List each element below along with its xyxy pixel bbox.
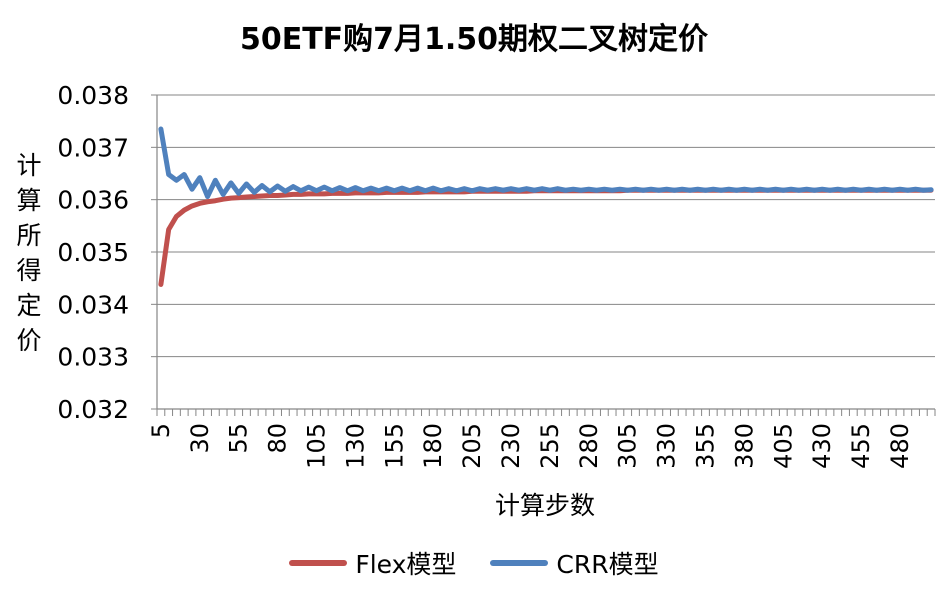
y-axis-title: 计算所得定价 (16, 151, 42, 355)
y-tick-label: 0.035 (57, 238, 129, 267)
x-tick-label: 355 (691, 423, 719, 469)
x-tick-label: 380 (730, 423, 758, 469)
y-tick-label: 0.034 (57, 290, 129, 319)
x-tick-label: 5 (147, 423, 175, 438)
x-tick-label: 430 (808, 423, 836, 469)
x-tick-label: 205 (458, 423, 486, 469)
x-axis-title: 计算步数 (494, 491, 595, 520)
legend-item-flex: Flex模型 (289, 545, 456, 581)
x-tick-label: 55 (225, 423, 253, 454)
y-tick-label: 0.037 (57, 133, 129, 162)
x-tick-label: 455 (847, 423, 875, 469)
x-tick-label: 130 (341, 423, 369, 469)
x-tick-label: 305 (614, 423, 642, 469)
x-tick-label: 155 (380, 423, 408, 469)
x-tick-label: 180 (419, 423, 447, 469)
chart-title: 50ETF购7月1.50期权二叉树定价 (239, 22, 709, 57)
legend-label-crr: CRR模型 (556, 550, 659, 579)
x-tick-label: 30 (186, 423, 214, 454)
x-tick-label: 230 (497, 423, 525, 469)
x-tick-label: 405 (769, 423, 797, 469)
x-tick-label: 255 (536, 423, 564, 469)
x-tick-label: 330 (653, 423, 681, 469)
series-line-crr (158, 126, 934, 200)
y-tick-label: 0.036 (57, 186, 129, 215)
legend: Flex模型 CRR模型 (0, 545, 948, 581)
x-tick-label: 280 (575, 423, 603, 469)
x-tick-label: 480 (886, 423, 914, 469)
x-tick-label: 80 (264, 423, 292, 454)
series-line-flex (158, 187, 934, 287)
x-tick-label: 105 (302, 423, 330, 469)
y-tick-label: 0.038 (57, 81, 129, 110)
y-tick-label: 0.033 (57, 343, 129, 372)
legend-item-crr: CRR模型 (490, 545, 659, 581)
legend-label-flex: Flex模型 (355, 550, 457, 579)
legend-swatch-crr (490, 560, 549, 566)
y-tick-label: 0.032 (57, 395, 129, 424)
legend-swatch-flex (289, 560, 348, 566)
